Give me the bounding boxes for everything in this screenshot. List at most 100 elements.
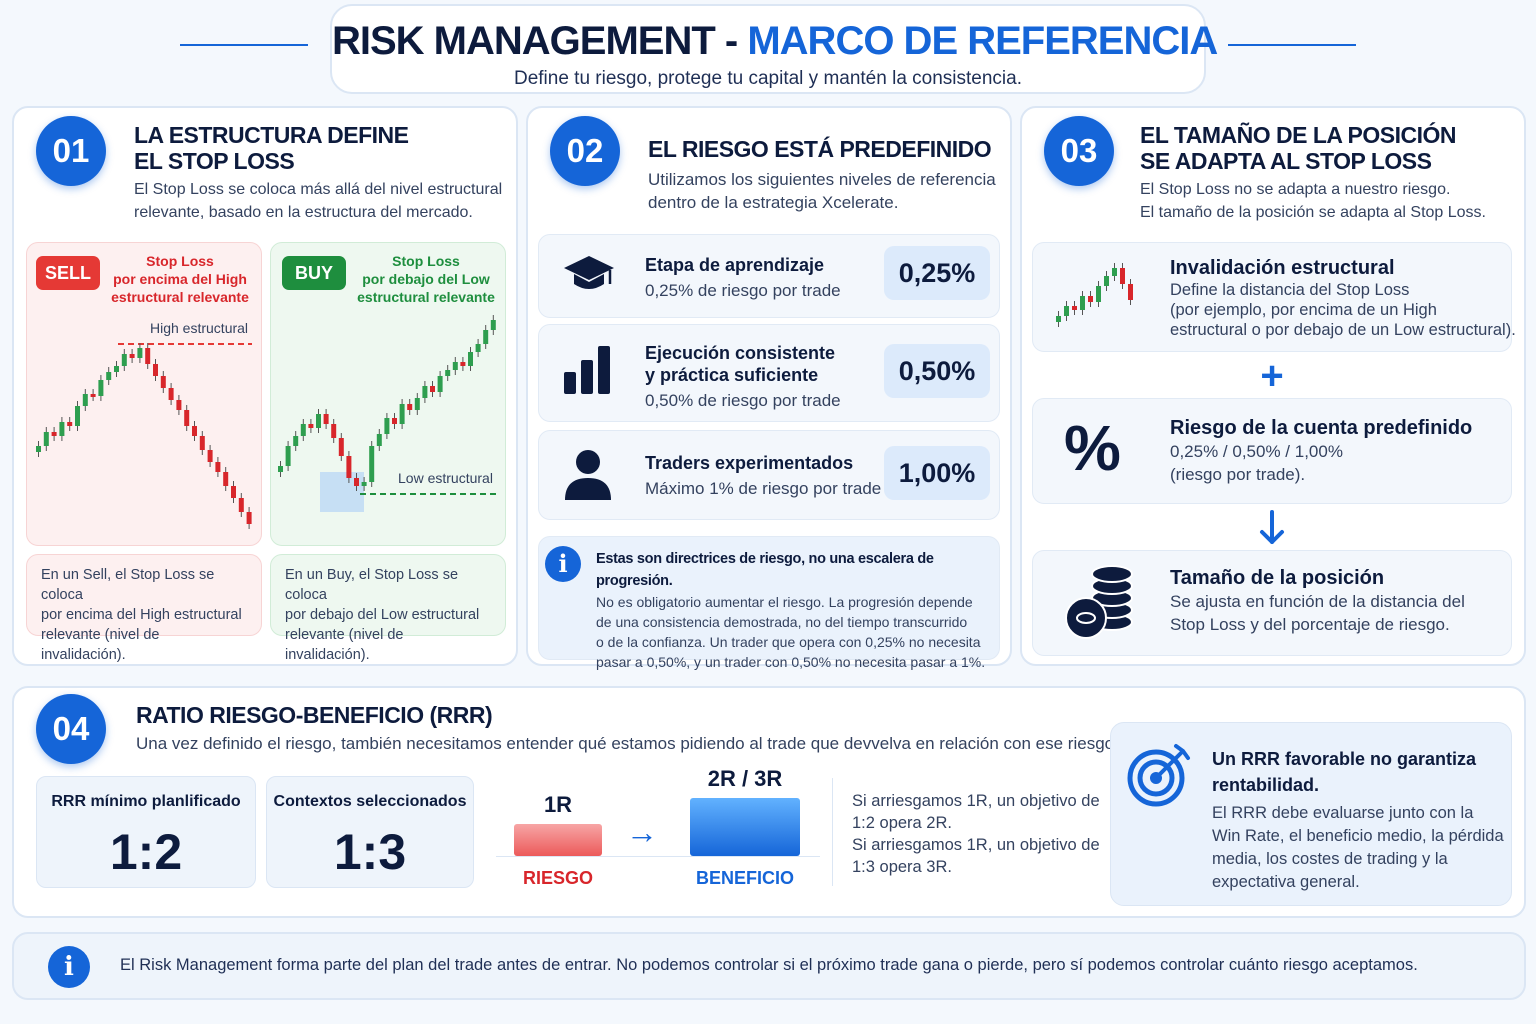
section-number-04: 04 [36, 694, 106, 764]
info-icon: i [48, 946, 90, 988]
sell-level-label: High estructural [150, 320, 249, 336]
target-icon [1127, 744, 1190, 807]
candle [475, 344, 481, 352]
candle [36, 446, 41, 452]
candle [430, 386, 435, 392]
risk-level-title: Ejecución consistente y práctica suficie… [645, 343, 836, 385]
sell-stop-loss-label: Stop Loss por encima del High estructura… [111, 253, 249, 305]
candle [354, 478, 359, 486]
sell-note: En un Sell, el Stop Loss se coloca por e… [26, 554, 262, 663]
candlestick-icon [1056, 263, 1133, 327]
candle [51, 432, 57, 436]
candle [223, 472, 229, 486]
candle [308, 424, 314, 428]
candle [137, 348, 143, 358]
candle [437, 376, 443, 392]
risk-level-sub: 0,50% de riesgo por trade [645, 391, 841, 410]
candle [316, 414, 321, 428]
baseline [496, 856, 820, 857]
rrr-selected-box: Contextos seleccionados 1:3 [266, 776, 474, 888]
candle [246, 512, 252, 524]
candle [1064, 306, 1069, 316]
candle [346, 456, 352, 478]
candle [293, 436, 299, 446]
candle [331, 424, 337, 438]
rrr-explanation: Si arriesgamos 1R, un objetivo de 1:2 op… [852, 792, 1100, 876]
candle [145, 348, 151, 364]
candle [323, 414, 329, 424]
candle [369, 446, 375, 482]
buy-level-label: Low estructural [398, 470, 493, 486]
candle [399, 404, 405, 424]
candle [176, 400, 182, 410]
section4-title: RATIO RIESGO-BENEFICIO (RRR) [136, 702, 493, 728]
buy-stop-loss-label: Stop Loss por debajo del Low estructural… [357, 253, 495, 305]
candle [43, 432, 49, 446]
candle [207, 450, 213, 462]
buy-panel [270, 242, 506, 546]
candle [407, 404, 413, 410]
candle [468, 352, 473, 366]
position-step-text: Invalidación estructural Define la dista… [1170, 257, 1516, 339]
candle [114, 366, 119, 372]
candle [285, 446, 291, 466]
risk-bar [514, 824, 602, 856]
candle [98, 380, 104, 396]
candle [483, 330, 489, 344]
rrr-callout-text: Un RRR favorable no garantiza rentabilid… [1212, 749, 1504, 891]
candle [1080, 296, 1085, 310]
candle [338, 438, 344, 456]
position-step [1032, 398, 1512, 504]
position-step-text: Tamaño de la posición Se ajusta en funci… [1170, 567, 1465, 634]
risk-info-text: Estas son directrices de riesgo, no una … [596, 551, 986, 670]
buy-tag: BUY [282, 256, 346, 290]
candle [1104, 276, 1109, 286]
risk-label: RIESGO [522, 868, 593, 888]
candle [300, 424, 306, 436]
risk-level-value: 0,50% [884, 344, 990, 398]
candle [215, 462, 221, 472]
footer-text: El Risk Management forma parte del plan … [120, 956, 1418, 974]
page-title: RISK MANAGEMENT - MARCO DE REFERENCIA [332, 19, 1218, 63]
candle [1120, 268, 1125, 284]
graduation-cap-icon [564, 256, 614, 289]
risk-top-label: 1R [543, 792, 573, 817]
section1-desc: El Stop Loss se coloca más allá del nive… [134, 181, 503, 221]
arrow-down-icon [1260, 510, 1284, 544]
rrr-min-box: RRR mínimo planlificado 1:2 [36, 776, 256, 888]
buy-candlestick-chart [278, 315, 496, 512]
candle [376, 434, 382, 446]
candle [1128, 284, 1133, 300]
candle [278, 466, 283, 472]
risk-level-value: 0,25% [884, 246, 990, 300]
candle [238, 498, 244, 512]
candle [106, 372, 112, 380]
candle [153, 364, 158, 376]
candle [1096, 286, 1101, 302]
candle [361, 482, 367, 486]
candle [422, 386, 428, 398]
risk-level-title: Traders experimentados [645, 453, 854, 473]
section3-title: EL TAMAÑO DE LA POSICIÓN SE ADAPTA AL ST… [1140, 122, 1456, 174]
candle [384, 418, 390, 434]
page-subtitle: Define tu riesgo, protege tu capital y m… [513, 68, 1022, 89]
percent-icon: % [1064, 412, 1121, 484]
section-number-01: 01 [36, 116, 106, 186]
risk-level-sub: 0,25% de riesgo por trade [645, 281, 841, 300]
coins-icon [1065, 565, 1133, 639]
candle [160, 376, 166, 388]
candle [184, 410, 190, 426]
section2-desc: Utilizamos los siguientes niveles de ref… [648, 170, 996, 212]
header-left-line [180, 44, 308, 46]
risk-level-title: Etapa de aprendizaje [645, 255, 825, 275]
rrr-divider [832, 778, 833, 886]
section4-desc: Una vez definido el riesgo, también nece… [136, 734, 1119, 753]
risk-level-value: 1,00% [884, 446, 990, 500]
header: RISK MANAGEMENT - MARCO DE REFERENCIA De… [330, 4, 1218, 94]
sell-candlestick-chart [36, 343, 252, 529]
section-number-03: 03 [1044, 116, 1114, 186]
candle [490, 320, 496, 330]
candle [121, 354, 127, 366]
candle [460, 362, 466, 366]
candle [1072, 306, 1077, 310]
